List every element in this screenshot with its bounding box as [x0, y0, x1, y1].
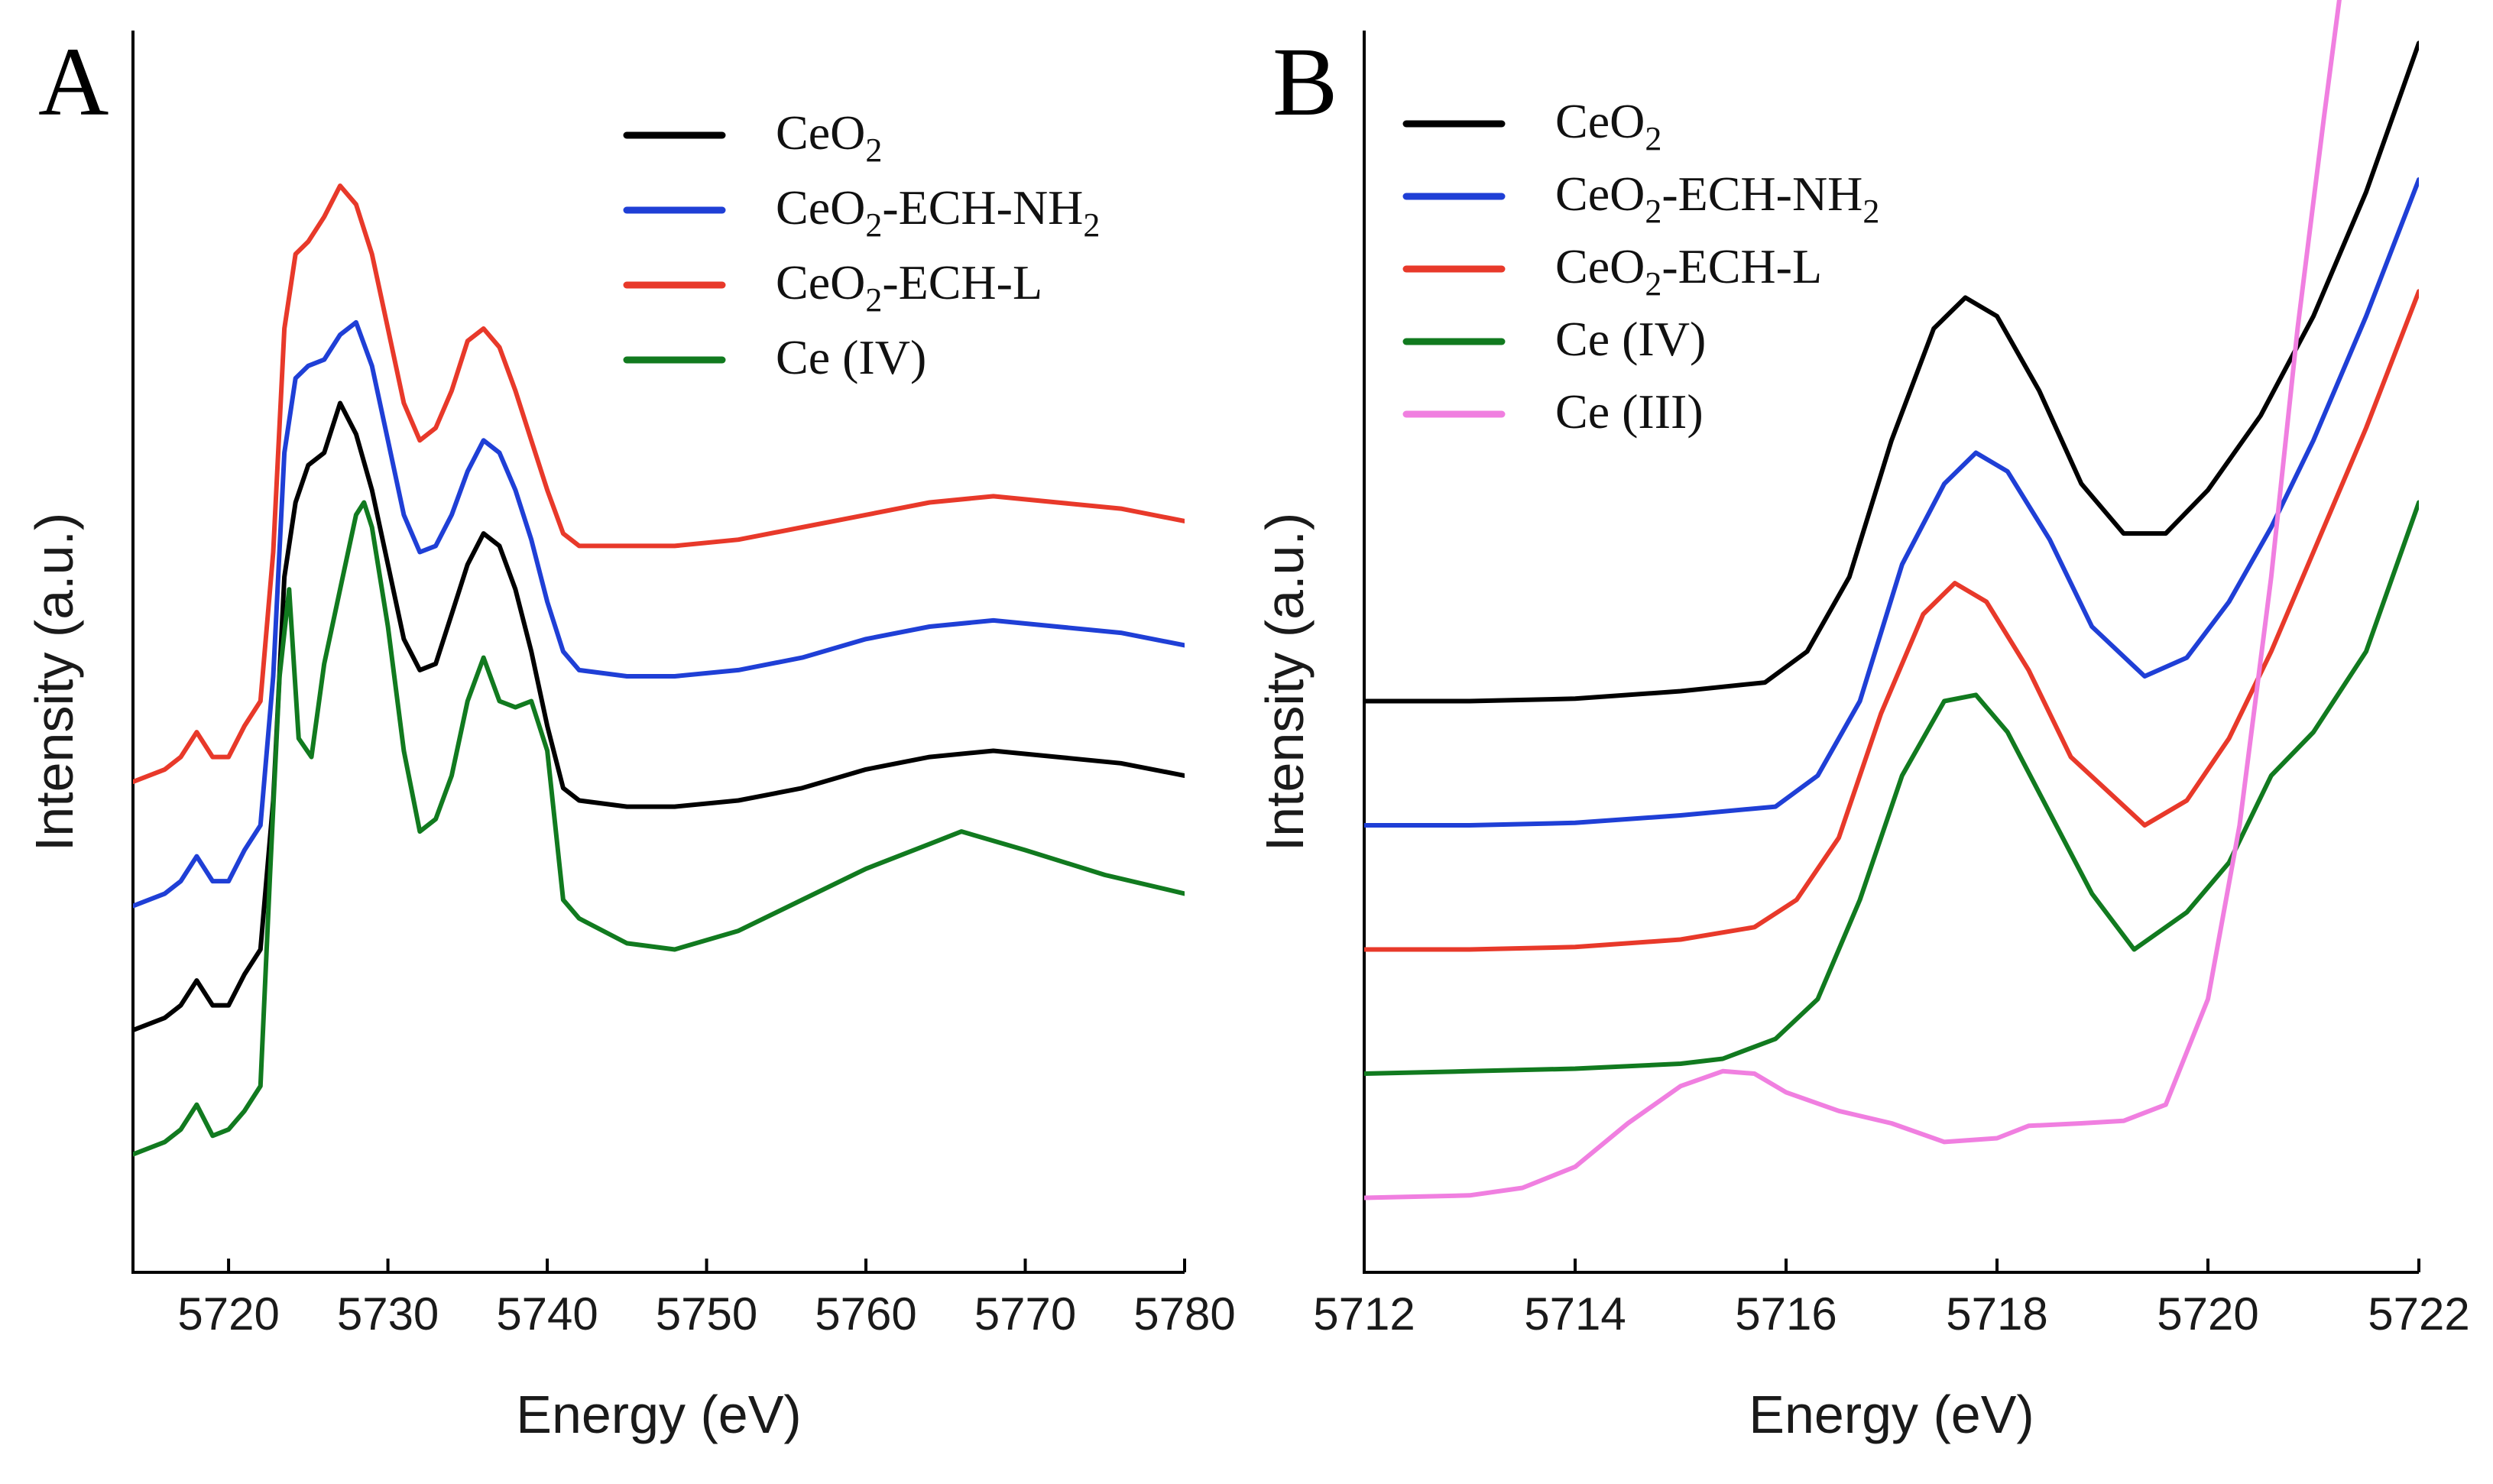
legend-label-1: CeO2-ECH-NH2 — [1555, 167, 1879, 230]
x-tick-label: 5722 — [2368, 1288, 2469, 1340]
panel-letter: A — [38, 28, 109, 136]
series-line-2 — [133, 183, 1185, 785]
legend-label-4: Ce (III) — [1555, 384, 1704, 439]
x-tick-label: 5720 — [177, 1288, 279, 1340]
x-tick-label: 5750 — [656, 1288, 757, 1340]
plot-area — [133, 183, 1185, 1157]
legend-label-3: Ce (IV) — [776, 330, 926, 384]
panel-letter: B — [1272, 28, 1337, 136]
x-tick-label: 5714 — [1524, 1288, 1626, 1340]
plot-area — [1364, 0, 2419, 1200]
series-line-4 — [1364, 0, 2342, 1200]
y-axis-title: Intensity (a.u.) — [1255, 513, 1315, 852]
x-axis-title: Energy (eV) — [1749, 1385, 2034, 1444]
series-line-3 — [1364, 500, 2419, 1076]
x-tick-label: 5730 — [337, 1288, 439, 1340]
x-tick-label: 5760 — [815, 1288, 916, 1340]
series-line-1 — [1364, 177, 2419, 828]
series-line-0 — [133, 400, 1185, 1033]
y-axis-title: Intensity (a.u.) — [24, 513, 84, 852]
legend: CeO2 CeO2-ECH-NH2 CeO2-ECH-L Ce (IV) Ce (III… — [1402, 94, 1879, 439]
axes-frame — [131, 31, 1185, 1274]
x-tick-label: 5740 — [496, 1288, 598, 1340]
series-line-1 — [133, 319, 1185, 909]
x-axis-title: Energy (eV) — [516, 1385, 801, 1444]
series-line-3 — [133, 500, 1185, 1157]
series-line-2 — [1364, 289, 2419, 952]
x-tick-label: 5718 — [1946, 1288, 2047, 1340]
legend-label-2: CeO2-ECH-L — [776, 255, 1042, 319]
x-tick-label: 5770 — [974, 1288, 1076, 1340]
series-line-0 — [1364, 41, 2419, 704]
x-tick-label: 5720 — [2157, 1288, 2258, 1340]
legend: CeO2 CeO2-ECH-NH2 CeO2-ECH-L Ce (IV) — [623, 105, 1100, 384]
legend-label-0: CeO2 — [776, 105, 882, 169]
legend-label-0: CeO2 — [1555, 94, 1661, 157]
panel-b: B 5712 5714 5716 5718 5720 5722 Energy (eV) Inte… — [1255, 0, 2470, 1444]
x-tick-label: 5712 — [1313, 1288, 1415, 1340]
x-tick-label: 5716 — [1735, 1288, 1837, 1340]
panel-a: A 5720 5730 5740 5750 5760 5770 5780 Energy (eV)… — [24, 28, 1236, 1444]
legend-label-2: CeO2-ECH-L — [1555, 239, 1822, 303]
x-tick-label: 5780 — [1133, 1288, 1235, 1340]
legend-label-1: CeO2-ECH-NH2 — [776, 180, 1100, 244]
legend-label-3: Ce (IV) — [1555, 312, 1706, 366]
